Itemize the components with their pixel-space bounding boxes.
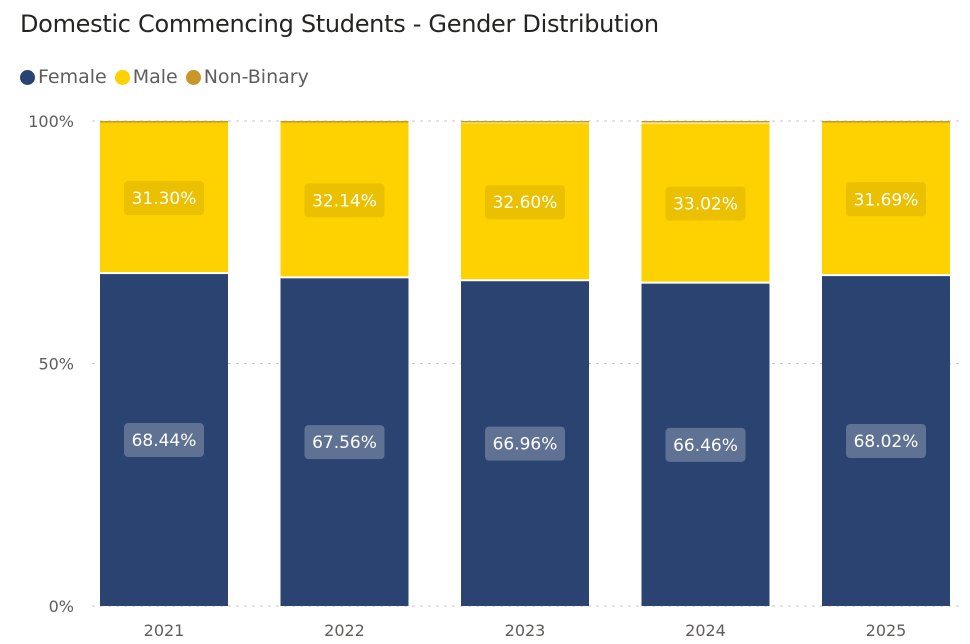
legend-label: Male <box>132 66 178 88</box>
bar-male-2023 <box>461 123 589 280</box>
bar-female-2022 <box>280 278 409 606</box>
data-label-bg <box>846 182 926 217</box>
data-label: 31.69% <box>854 190 919 210</box>
data-label-bg <box>485 185 565 220</box>
data-label: 32.60% <box>493 193 558 213</box>
legend-label: Female <box>38 66 107 88</box>
data-label-bg <box>124 181 204 216</box>
bar-non-binary-2022 <box>280 121 409 123</box>
bar-non-binary-2023 <box>461 121 589 123</box>
y-tick-label: 50% <box>38 355 74 374</box>
bar-non-binary-2024 <box>641 121 770 123</box>
data-label-bg <box>846 424 926 459</box>
bar-male-2024 <box>641 123 770 282</box>
legend-marker-female <box>20 69 35 85</box>
data-label-bg <box>485 426 565 461</box>
bar-female-2025 <box>822 276 950 606</box>
bar-female-2021 <box>100 274 228 606</box>
legend-label: Non-Binary <box>203 66 309 88</box>
bar-male-2022 <box>280 122 409 277</box>
bar-female-2023 <box>461 281 589 606</box>
x-tick-label: 2025 <box>866 621 907 640</box>
data-label: 68.02% <box>854 432 919 452</box>
bar-female-2024 <box>641 283 770 606</box>
legend-marker-non-binary <box>185 69 201 85</box>
y-tick-label: 100% <box>28 112 74 131</box>
x-tick-label: 2023 <box>505 621 546 640</box>
data-label: 68.44% <box>132 431 197 451</box>
data-label-bg <box>665 186 746 221</box>
data-label-bg <box>304 183 385 218</box>
legend-marker-male <box>114 69 130 85</box>
chart-title: Domestic Commencing Students - Gender Di… <box>20 10 659 38</box>
data-label: 31.30% <box>132 189 197 209</box>
bar-male-2025 <box>822 122 950 275</box>
data-label: 66.96% <box>493 435 558 455</box>
x-tick-label: 2024 <box>685 621 726 640</box>
y-tick-label: 0% <box>49 597 74 616</box>
data-label: 67.56% <box>312 433 377 453</box>
data-label-bg <box>665 427 746 462</box>
data-label: 33.02% <box>673 195 738 215</box>
data-label-bg <box>304 425 385 460</box>
legend-item-male[interactable]: Male <box>114 66 178 88</box>
legend: Female Male Non-Binary <box>20 66 309 88</box>
data-label: 66.46% <box>673 436 738 456</box>
data-label-bg <box>124 423 204 458</box>
bar-male-2021 <box>100 122 228 273</box>
legend-item-female[interactable]: Female <box>20 66 107 88</box>
data-label: 32.14% <box>312 191 377 211</box>
x-tick-label: 2022 <box>324 621 365 640</box>
bar-non-binary-2021 <box>100 121 228 123</box>
legend-item-non-binary[interactable]: Non-Binary <box>185 66 309 88</box>
bar-non-binary-2025 <box>822 121 950 123</box>
x-tick-label: 2021 <box>144 621 185 640</box>
